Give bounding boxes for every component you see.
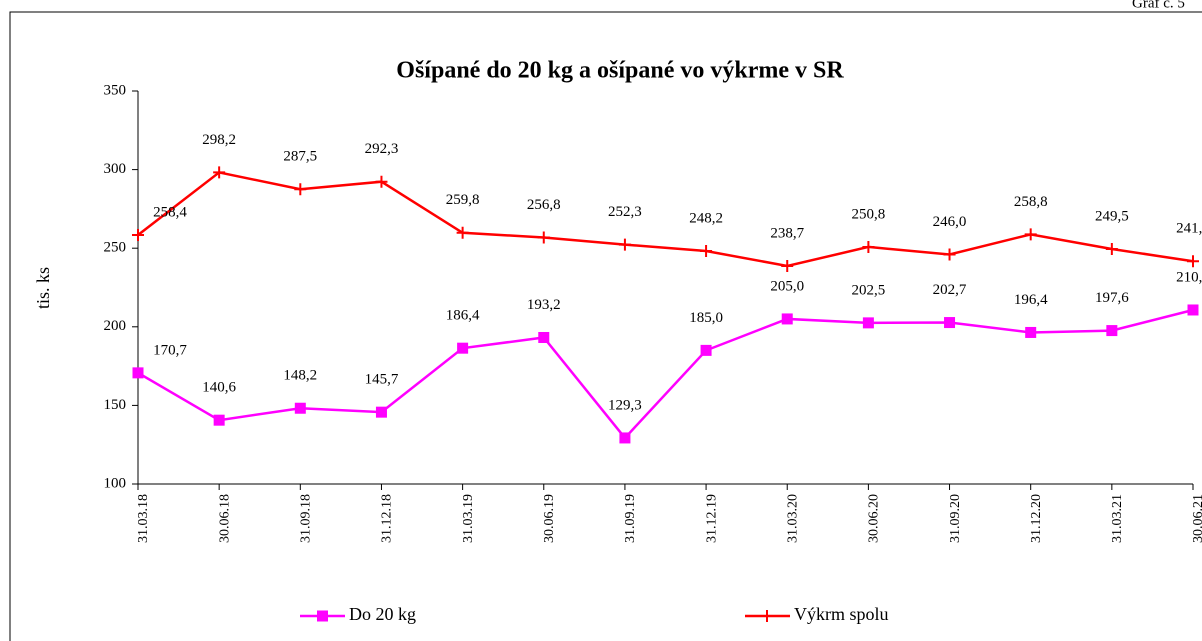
point [1105, 242, 1118, 255]
point [619, 432, 631, 444]
point [132, 228, 144, 241]
point [456, 226, 469, 239]
point [781, 259, 794, 272]
x-tick-label: 31.09.19 [623, 494, 638, 543]
x-tick-label: 31.03.18 [136, 494, 151, 543]
data-label: 129,3 [608, 397, 642, 413]
data-label: 252,3 [608, 204, 642, 220]
point [862, 317, 874, 329]
point [700, 344, 712, 356]
point [1106, 325, 1118, 337]
legend-label: Do 20 kg [349, 604, 416, 624]
x-tick-label: 30.06.18 [217, 494, 232, 543]
data-label: 202,7 [933, 282, 967, 298]
x-tick-label: 31.12.18 [380, 494, 395, 543]
point [618, 238, 631, 251]
data-label: 256,8 [527, 197, 561, 213]
y-axis-label: tis. ks [33, 267, 53, 309]
x-tick-label: 30.06.20 [867, 494, 882, 543]
data-label: 258,8 [1014, 194, 1048, 210]
data-label: 298,2 [202, 132, 236, 148]
point [457, 342, 469, 354]
point [862, 240, 875, 253]
y-tick-label: 350 [104, 82, 127, 98]
data-label: 170,7 [153, 342, 187, 358]
data-label: 210,7 [1176, 269, 1202, 285]
point [132, 367, 144, 379]
x-tick-label: 31.09.20 [948, 494, 963, 543]
corner-note: Graf č. 5 [1132, 0, 1185, 11]
chart-title: Ošípané do 20 kg a ošípané vo výkrme v S… [396, 58, 844, 84]
chart-border [9, 11, 1202, 641]
point [700, 245, 713, 258]
x-tick-label: 31.03.19 [461, 494, 476, 543]
x-tick-label: 31.09.18 [299, 494, 314, 543]
data-label: 202,5 [852, 282, 886, 298]
data-label: 249,5 [1095, 208, 1129, 224]
point [943, 248, 956, 261]
point [375, 406, 387, 418]
data-label: 238,7 [770, 225, 804, 241]
point [1187, 255, 1199, 268]
data-label: 145,7 [365, 372, 399, 388]
series-line [137, 308, 1194, 440]
data-label: 148,2 [283, 368, 317, 384]
data-label: 287,5 [283, 149, 317, 165]
x-tick-label: 31.03.20 [785, 494, 800, 543]
point [213, 414, 225, 426]
data-label: 140,6 [202, 380, 236, 396]
data-label: 248,2 [689, 210, 723, 226]
y-tick-label: 300 [104, 161, 127, 177]
point [944, 317, 956, 329]
data-label: 185,0 [689, 310, 723, 326]
data-label: 241,7 [1176, 221, 1202, 237]
legend-marker [761, 610, 773, 622]
x-tick-label: 30.06.19 [542, 494, 557, 543]
point [294, 402, 306, 414]
data-label: 193,2 [527, 297, 561, 313]
x-tick-label: 31.12.20 [1029, 494, 1044, 543]
point [537, 231, 550, 244]
x-tick-label: 31.12.19 [704, 494, 719, 543]
x-tick-label: 31.03.21 [1110, 494, 1125, 543]
point [1025, 326, 1037, 338]
y-tick-label: 250 [104, 240, 127, 256]
legend-label: Výkrm spolu [794, 604, 889, 624]
data-label: 197,6 [1095, 290, 1129, 306]
legend-marker [317, 610, 328, 622]
point [213, 166, 226, 179]
point [1024, 228, 1037, 241]
point [538, 331, 550, 343]
series-line [137, 171, 1194, 268]
data-label: 205,0 [770, 278, 804, 294]
y-tick-label: 150 [104, 397, 127, 413]
data-label: 246,0 [933, 214, 967, 230]
y-tick-label: 200 [104, 318, 127, 334]
point [1187, 304, 1199, 316]
data-label: 258,4 [153, 204, 187, 220]
y-tick-label: 100 [104, 475, 127, 491]
data-label: 259,8 [446, 192, 480, 208]
data-label: 186,4 [446, 308, 480, 324]
point [294, 183, 307, 196]
point [375, 175, 388, 188]
x-tick-label: 30.06.21 [1191, 494, 1202, 543]
data-label: 196,4 [1014, 292, 1048, 308]
data-label: 250,8 [852, 206, 886, 222]
data-label: 292,3 [365, 141, 399, 157]
point [781, 313, 793, 325]
